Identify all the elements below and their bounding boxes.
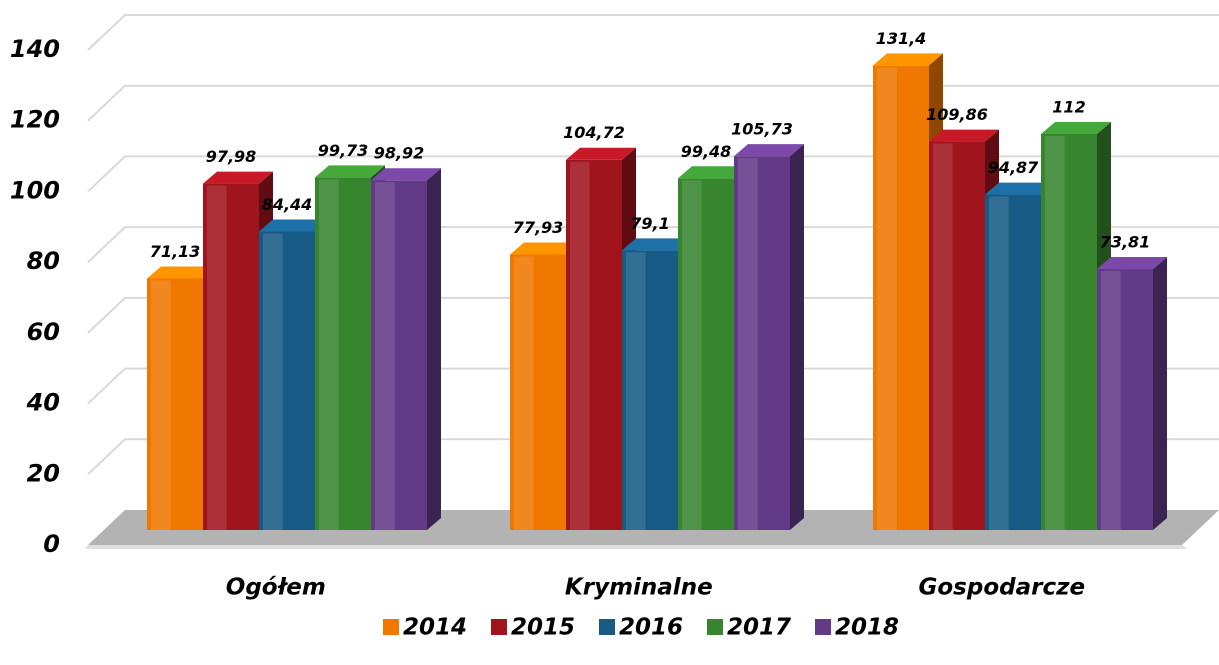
data-label: 97,98	[206, 147, 257, 166]
legend-label: 2015	[511, 615, 575, 641]
grid-line	[87, 84, 1219, 122]
bar-highlight	[626, 252, 646, 530]
bar-highlight	[207, 185, 227, 530]
bar-highlight	[375, 182, 395, 531]
bar-top	[315, 165, 385, 178]
bar	[873, 65, 929, 531]
legend-label: 2014	[403, 615, 467, 641]
grid-line	[87, 155, 1219, 193]
data-label: 98,92	[374, 144, 425, 163]
bar-top	[510, 242, 580, 255]
bar-highlight	[738, 158, 758, 530]
data-label: 73,81	[1100, 233, 1151, 252]
bar-highlight	[319, 179, 339, 530]
bar-highlight	[570, 161, 590, 531]
bar-highlight	[151, 280, 171, 530]
y-tick-label: 140	[10, 35, 60, 63]
grid-line	[87, 296, 1219, 334]
y-tick-label: 100	[10, 176, 60, 204]
bar	[622, 250, 678, 530]
data-label: 105,73	[731, 120, 793, 139]
bar	[315, 177, 371, 530]
bar-top	[1097, 257, 1167, 270]
y-tick-label: 60	[27, 318, 60, 346]
legend-swatch	[707, 619, 723, 635]
bar-highlight	[933, 143, 953, 531]
bar-top	[147, 266, 217, 279]
bar-top	[873, 53, 943, 66]
bar-top	[566, 147, 636, 160]
bar-top	[734, 144, 804, 157]
bar-highlight	[263, 233, 283, 531]
legend-swatch	[383, 619, 399, 635]
data-label: 79,1	[630, 214, 669, 233]
bar	[1041, 134, 1097, 530]
bar-top	[622, 238, 692, 251]
bar-highlight	[877, 67, 897, 531]
bar-top	[1041, 122, 1111, 134]
bar-top	[371, 168, 441, 181]
bar	[371, 180, 427, 531]
legend-label: 2017	[727, 615, 791, 641]
bar	[678, 178, 734, 530]
bar	[203, 183, 259, 530]
data-label: 84,44	[262, 195, 313, 214]
data-label: 112	[1052, 98, 1085, 117]
floor-edge	[85, 545, 1187, 549]
x-tick-label: Gospodarcze	[919, 575, 1086, 601]
grid-line	[87, 367, 1219, 405]
bar-top	[678, 166, 748, 179]
bar	[259, 231, 315, 531]
data-label: 94,87	[988, 158, 1039, 177]
bar	[510, 254, 566, 530]
data-label: 131,4	[876, 29, 927, 48]
x-tick-label: Ogółem	[226, 575, 326, 601]
bar-top	[985, 182, 1055, 195]
y-tick-label: 40	[26, 389, 60, 417]
grid-line	[87, 226, 1219, 263]
grid-line	[87, 14, 1219, 51]
bar-highlight	[1101, 271, 1121, 530]
bar	[929, 141, 985, 531]
bar-highlight	[682, 180, 702, 530]
y-tick-label: 20	[27, 459, 60, 487]
legend-swatch	[599, 619, 615, 635]
bar-top	[203, 171, 273, 184]
bar-side	[790, 144, 804, 530]
data-label: 77,93	[513, 218, 564, 237]
y-tick-label: 0	[43, 530, 60, 558]
legend-swatch	[491, 619, 507, 635]
data-label: 99,73	[318, 141, 369, 160]
bar-highlight	[514, 256, 534, 530]
bar-side	[427, 168, 441, 531]
bar	[147, 278, 203, 530]
data-label: 104,72	[563, 123, 625, 142]
legend-swatch	[815, 619, 831, 635]
bar-highlight	[989, 196, 1009, 531]
y-tick-label: 120	[10, 106, 60, 134]
legend-label: 2016	[619, 615, 683, 641]
x-tick-label: Kryminalne	[565, 575, 713, 601]
bar-top	[259, 219, 329, 232]
bar-highlight	[1045, 136, 1065, 530]
bar	[985, 194, 1041, 531]
bar	[566, 159, 622, 531]
bar	[734, 156, 790, 530]
legend-label: 2018	[835, 615, 899, 641]
y-tick-label: 80	[27, 247, 60, 275]
data-label: 109,86	[926, 105, 988, 124]
bar	[1097, 269, 1153, 530]
grid-line	[87, 438, 1219, 476]
bar-side	[1153, 257, 1167, 530]
bar-top	[929, 129, 999, 142]
data-label: 99,48	[681, 142, 732, 161]
data-label: 71,13	[150, 242, 201, 261]
